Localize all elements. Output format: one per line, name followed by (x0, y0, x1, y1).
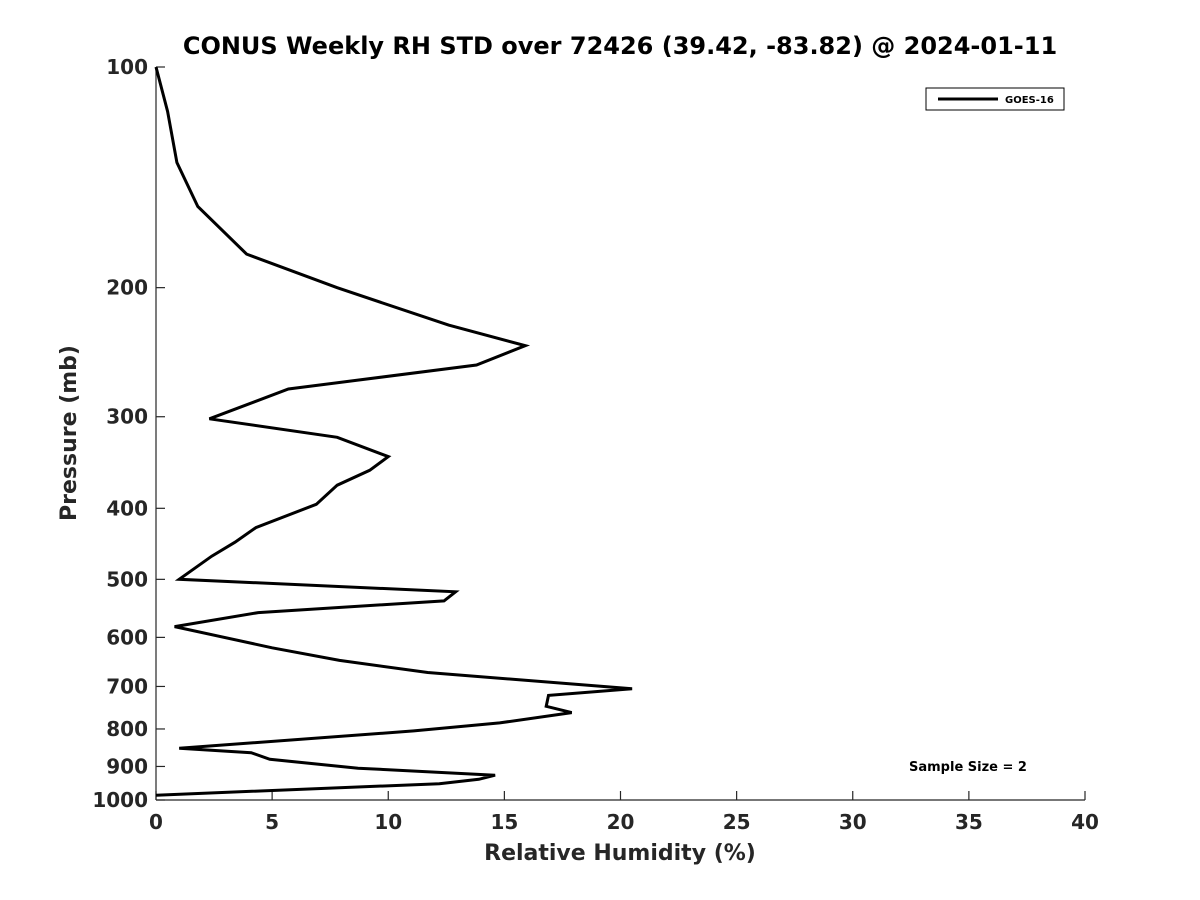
chart-title: CONUS Weekly RH STD over 72426 (39.42, -… (183, 32, 1057, 60)
x-tick-label: 15 (490, 810, 518, 834)
x-tick-label: 35 (955, 810, 983, 834)
x-tick-label: 10 (374, 810, 402, 834)
x-tick-label: 0 (149, 810, 163, 834)
y-tick-label: 1000 (92, 788, 148, 812)
y-tick-label: 800 (106, 717, 148, 741)
y-tick-label: 500 (106, 567, 148, 591)
series-line-goes-16 (154, 66, 633, 797)
y-tick-label: 900 (106, 754, 148, 778)
x-axis-label: Relative Humidity (%) (484, 841, 756, 866)
y-tick-label: 400 (106, 496, 148, 520)
legend-label-goes-16: GOES-16 (1005, 95, 1054, 106)
x-tick-label: 30 (839, 810, 867, 834)
y-tick-label: 100 (106, 55, 148, 79)
legend: GOES-16 (925, 87, 1065, 111)
y-tick-label: 600 (106, 625, 148, 649)
series-group (154, 66, 633, 797)
y-tick-label: 200 (106, 276, 148, 300)
tick-group: 0 5 10 15 20 25 30 35 40 100 200 300 400 500 600 700 800… (92, 55, 1099, 834)
y-axis-label: Pressure (mb) (57, 345, 82, 521)
x-tick-label: 25 (723, 810, 751, 834)
y-tick-label: 300 (106, 405, 148, 429)
x-tick-label: 20 (607, 810, 635, 834)
x-tick-label: 40 (1071, 810, 1099, 834)
y-tick-label: 700 (106, 674, 148, 698)
sample-size-annotation: Sample Size = 2 (909, 760, 1027, 775)
x-tick-label: 5 (265, 810, 279, 834)
